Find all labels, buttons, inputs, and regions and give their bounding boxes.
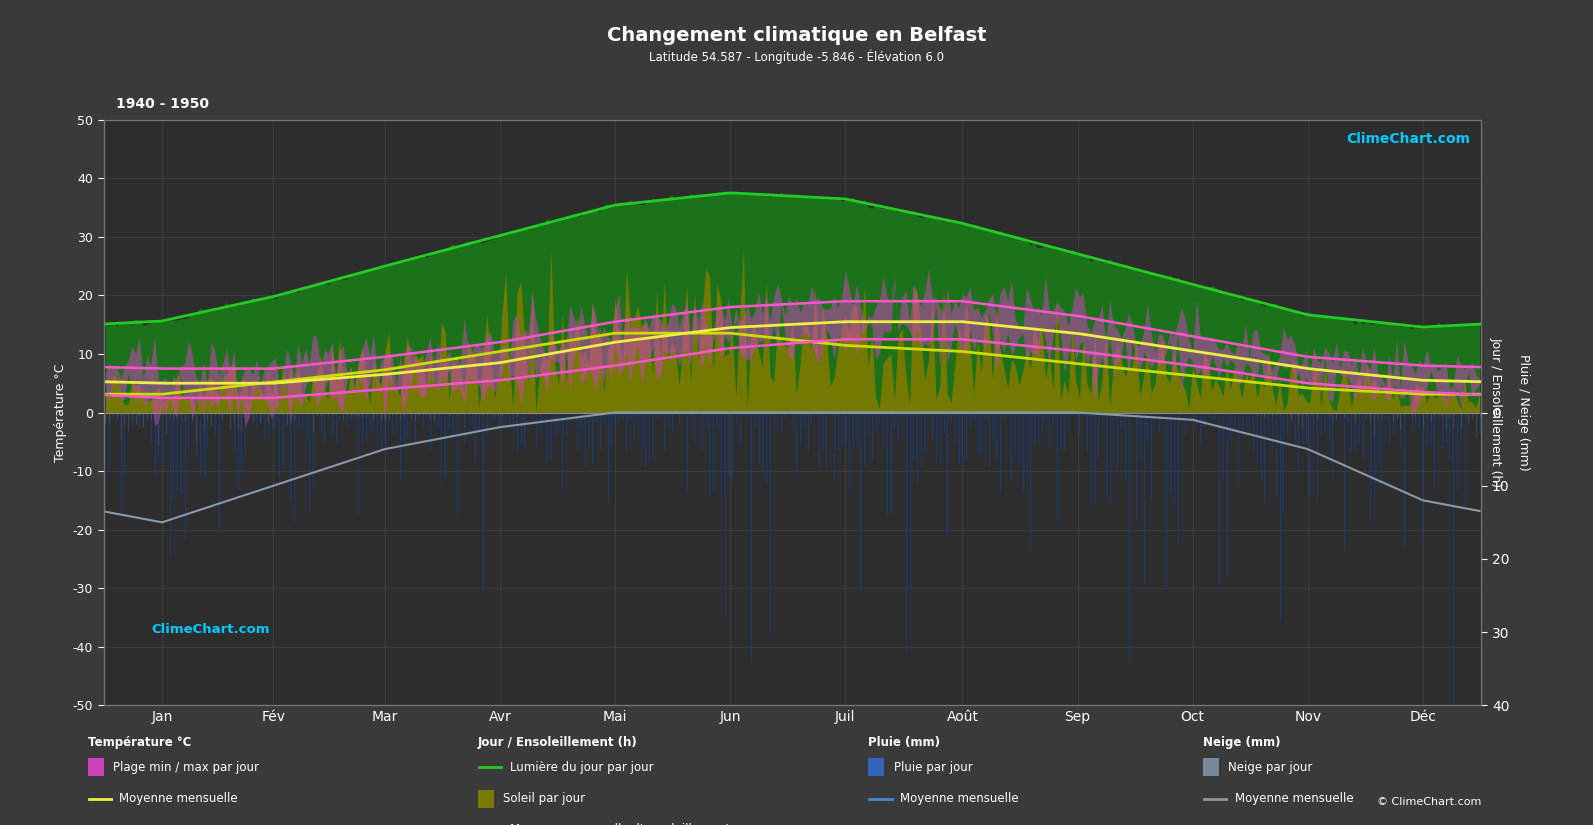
Text: Moyenne mensuelle: Moyenne mensuelle: [1235, 792, 1352, 805]
Text: ClimeChart.com: ClimeChart.com: [151, 623, 269, 636]
Text: Neige par jour: Neige par jour: [1228, 761, 1313, 774]
Text: © ClimeChart.com: © ClimeChart.com: [1376, 797, 1481, 807]
Text: Moyenne mensuelle: Moyenne mensuelle: [900, 792, 1018, 805]
Text: Plage min / max par jour: Plage min / max par jour: [113, 761, 260, 774]
Text: Moyenne mensuelle d'ensoleillement: Moyenne mensuelle d'ensoleillement: [510, 823, 730, 825]
Y-axis label: Température °C: Température °C: [54, 363, 67, 462]
Text: Lumière du jour par jour: Lumière du jour par jour: [510, 761, 653, 774]
Text: Température °C: Température °C: [88, 736, 191, 749]
Y-axis label: Jour / Ensoleillement (h): Jour / Ensoleillement (h): [1489, 337, 1502, 488]
Text: Neige (mm): Neige (mm): [1203, 736, 1281, 749]
Text: 1940 - 1950: 1940 - 1950: [116, 97, 209, 111]
Text: Jour / Ensoleillement (h): Jour / Ensoleillement (h): [478, 736, 637, 749]
Text: Pluie par jour: Pluie par jour: [894, 761, 972, 774]
Text: Soleil par jour: Soleil par jour: [503, 792, 586, 805]
Text: Moyenne mensuelle: Moyenne mensuelle: [119, 792, 237, 805]
Text: Latitude 54.587 - Longitude -5.846 - Élévation 6.0: Latitude 54.587 - Longitude -5.846 - Élé…: [648, 50, 945, 64]
Text: ClimeChart.com: ClimeChart.com: [1346, 132, 1470, 146]
Text: Changement climatique en Belfast: Changement climatique en Belfast: [607, 26, 986, 45]
Y-axis label: Pluie / Neige (mm): Pluie / Neige (mm): [1518, 354, 1531, 471]
Text: Pluie (mm): Pluie (mm): [868, 736, 940, 749]
